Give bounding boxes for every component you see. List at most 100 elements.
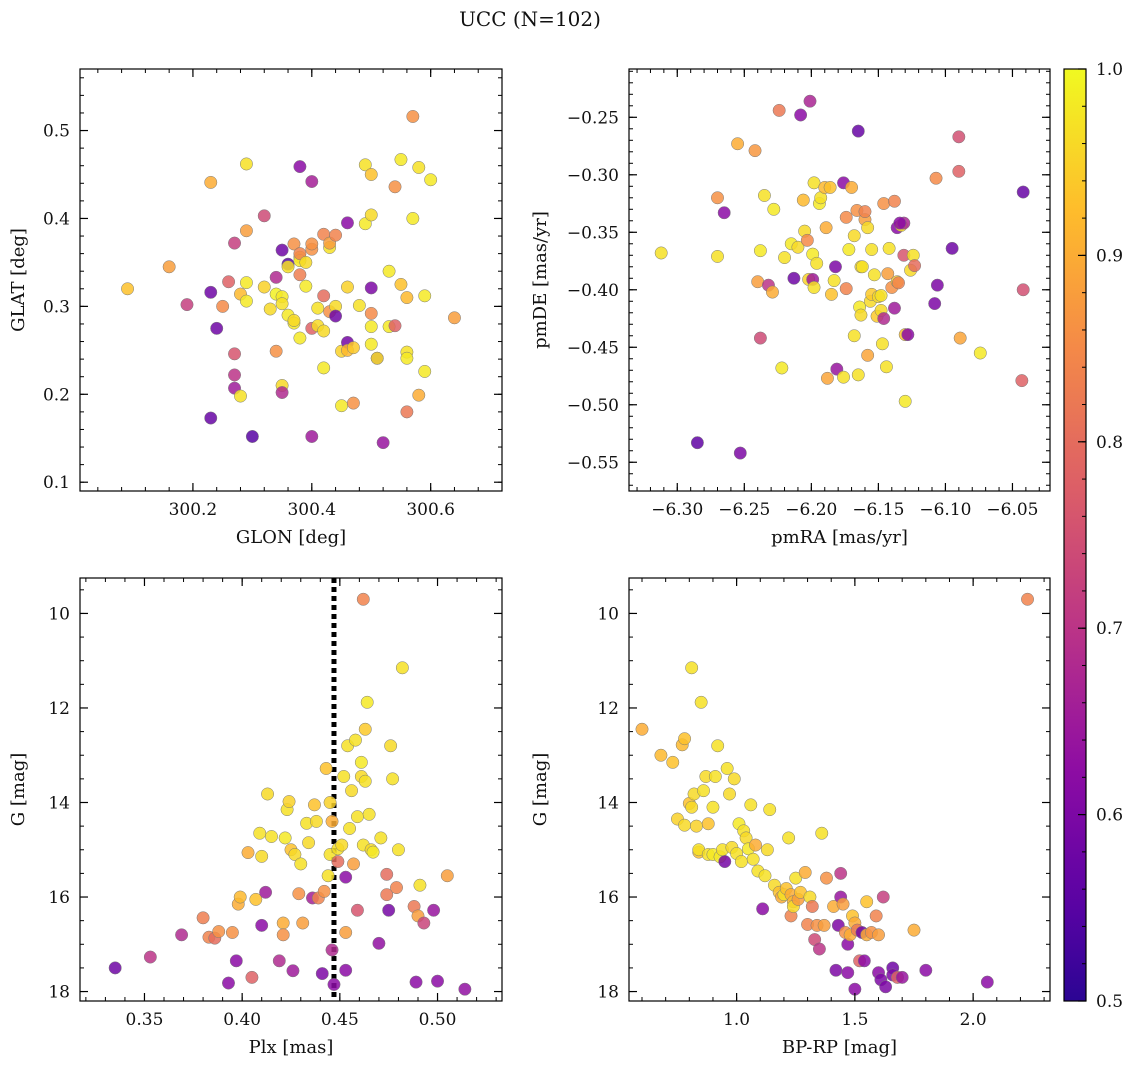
data-point (898, 394, 912, 408)
data-point (317, 361, 331, 375)
data-point (685, 800, 699, 814)
data-point (796, 193, 810, 207)
y-tick-label: 0.2 (43, 385, 70, 405)
data-point (239, 276, 253, 290)
data-point (748, 144, 762, 158)
data-point (346, 396, 360, 410)
x-tick-label: −6.20 (785, 500, 837, 520)
data-point (400, 291, 414, 305)
y-tick-label: 16 (48, 888, 70, 908)
data-point (825, 287, 838, 301)
data-point (225, 926, 239, 939)
data-point (928, 297, 942, 311)
x-tick-label: 0.40 (223, 1010, 261, 1030)
data-point (400, 405, 414, 419)
data-point (861, 221, 875, 235)
data-point (282, 795, 296, 809)
plot-frame (628, 577, 1051, 1002)
data-point (325, 814, 339, 828)
data-point (293, 160, 307, 174)
y-tick-label: 0.5 (43, 122, 70, 142)
data-point (855, 260, 869, 274)
data-point (888, 301, 901, 315)
data-point (121, 282, 134, 296)
y-tick-label: −0.40 (567, 281, 619, 301)
data-point (345, 784, 359, 798)
x-tick-label: −6.15 (852, 500, 904, 520)
data-point (180, 298, 194, 312)
data-point (753, 244, 767, 258)
y-axis-label: G [mag] (8, 753, 29, 826)
data-point (360, 695, 374, 709)
x-tick-label: −6.25 (718, 500, 770, 520)
plot-area (80, 69, 502, 491)
data-point (228, 368, 241, 382)
scatter-panel-3: 0.35 0.40 0.45 0.50 10 12 14 16 18 Plx [mas] G [ma… (8, 577, 503, 1058)
x-tick-label: 1.5 (841, 1010, 868, 1030)
points-group (108, 578, 472, 1001)
data-point (841, 966, 855, 980)
data-point (210, 321, 224, 335)
data-point (406, 110, 420, 123)
colorbar-tick-label: 0.8 (1096, 433, 1123, 453)
data-point (350, 903, 364, 917)
points-group (121, 110, 461, 450)
data-point (364, 281, 378, 295)
data-point (697, 784, 710, 798)
x-axis-label: GLON [deg] (236, 527, 346, 548)
data-point (952, 164, 966, 178)
x-tick-label: 0.50 (419, 1010, 457, 1030)
data-point (836, 897, 850, 911)
colorbar-tick-label: 0.5 (1096, 992, 1123, 1012)
data-point (204, 411, 218, 425)
data-point (973, 346, 987, 360)
data-point (1015, 374, 1029, 388)
data-point (798, 865, 812, 879)
data-point (293, 268, 307, 282)
data-point (877, 197, 891, 210)
data-point (431, 974, 444, 988)
data-point (865, 243, 879, 256)
data-point (418, 289, 432, 303)
data-point (319, 762, 333, 775)
data-point (229, 954, 243, 968)
data-point (720, 762, 734, 775)
data-point (757, 189, 771, 202)
data-point (272, 954, 286, 968)
data-point (860, 895, 874, 909)
data-point (723, 787, 736, 801)
colorbar-gradient (1063, 68, 1087, 1002)
data-point (952, 130, 966, 144)
data-point (339, 870, 353, 884)
data-point (800, 233, 814, 247)
figure-title: UCC (N=102) (459, 7, 601, 31)
data-point (388, 180, 402, 194)
data-point (356, 592, 370, 606)
data-point (701, 817, 715, 831)
data-point (858, 205, 872, 219)
data-point (347, 857, 360, 871)
data-point (412, 388, 426, 402)
data-point (275, 297, 289, 311)
data-point (711, 249, 724, 263)
data-point (346, 341, 360, 355)
data-point (678, 818, 692, 832)
data-point (352, 299, 366, 312)
scatter-panel-1: 300.2 300.4 300.6 0.1 0.2 0.3 0.4 0.5 GLON [deg]… (8, 68, 503, 548)
data-point (249, 892, 263, 906)
data-point (409, 975, 423, 989)
data-point (239, 157, 253, 171)
data-point (329, 228, 343, 242)
data-point (847, 329, 861, 343)
data-point (309, 814, 323, 828)
data-point (827, 274, 841, 288)
data-point (872, 928, 885, 942)
data-point (851, 124, 865, 138)
data-point (895, 970, 909, 984)
data-point (269, 344, 283, 358)
x-tick-label: 300.6 (406, 500, 455, 520)
data-point (343, 822, 357, 835)
points-group (635, 592, 1034, 996)
data-point (339, 926, 353, 939)
data-point (317, 324, 331, 338)
